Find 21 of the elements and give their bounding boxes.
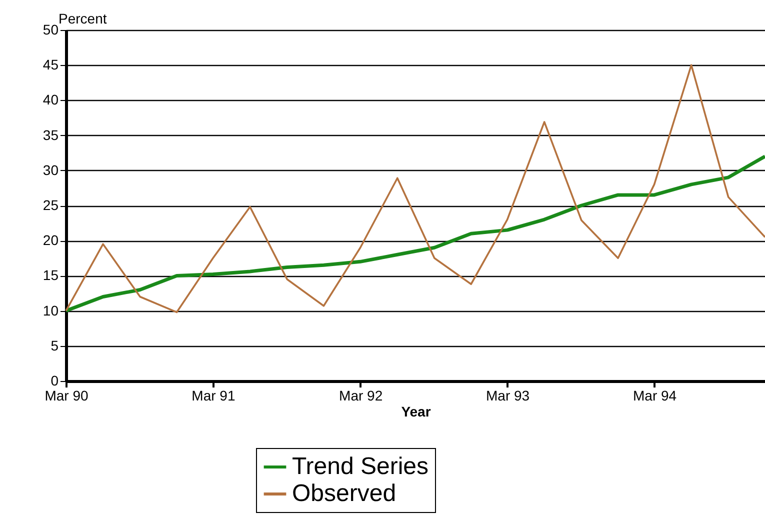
y-tick-label: 30 bbox=[42, 162, 59, 178]
y-tick-label: 25 bbox=[42, 197, 59, 213]
y-tick-label: 5 bbox=[50, 337, 59, 354]
y-tick-label: 15 bbox=[42, 267, 59, 284]
x-tick-label: Mar 94 bbox=[632, 388, 677, 404]
x-tick-label: Mar 91 bbox=[192, 388, 236, 404]
line-series bbox=[64, 154, 765, 313]
x-tick-label: Mar 90 bbox=[44, 388, 88, 404]
y-tick-label: 45 bbox=[42, 56, 59, 73]
y-tick-label: 10 bbox=[42, 302, 59, 318]
x-tick-label: Mar 93 bbox=[486, 388, 530, 404]
y-tick-label: 35 bbox=[42, 126, 59, 143]
legend-label: Trend Series bbox=[292, 453, 428, 480]
y-tick-label: 0 bbox=[50, 372, 59, 388]
y-tick-label: 20 bbox=[42, 232, 59, 248]
x-axis-title: Year bbox=[401, 404, 432, 420]
y-tick-label: 40 bbox=[42, 92, 59, 108]
x-tick-label: Mar 92 bbox=[339, 388, 383, 404]
legend-label: Observed bbox=[292, 480, 396, 507]
y-axis-title: Percent bbox=[58, 10, 107, 26]
y-tick-label: 50 bbox=[42, 22, 59, 38]
